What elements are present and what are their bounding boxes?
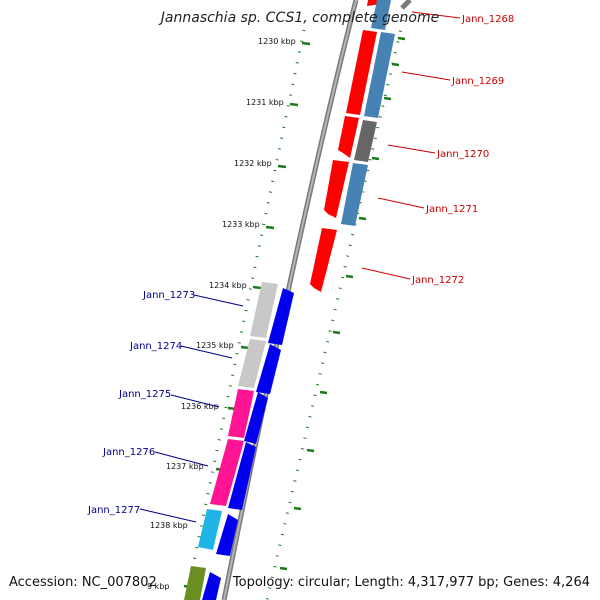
genome-title: Jannaschia sp. CCS1, complete genome <box>160 10 440 26</box>
gene-jann-1274-arrow[interactable] <box>256 344 281 394</box>
kbp-label: 1231 kbp <box>246 98 284 107</box>
kbp-label: 1235 kbp <box>196 341 234 350</box>
gene-jann-1274-body[interactable] <box>238 339 266 388</box>
gene-label-jann-1270[interactable]: Jann_1270 <box>436 149 489 160</box>
gene-jann-1269-body[interactable] <box>364 32 395 118</box>
kbp-major-ticks-right <box>279 36 406 571</box>
gene-jann-1270-body[interactable] <box>354 120 377 162</box>
gene-jann-1277-body[interactable] <box>198 509 222 550</box>
gene-label-jann-1272[interactable]: Jann_1272 <box>411 275 464 286</box>
kbp-label: 1234 kbp <box>209 281 247 290</box>
gene-leaders-right <box>361 11 461 280</box>
gene-label-jann-1271[interactable]: Jann_1271 <box>425 204 478 215</box>
accession-label: Accession: NC_007802 <box>9 575 157 590</box>
gene-leaders-left <box>139 294 244 523</box>
gene-jann-1271-arrow[interactable] <box>324 160 349 218</box>
gene-label-jann-1273[interactable]: Jann_1273 <box>142 290 195 301</box>
topology-label: Topology: circular; Length: 4,317,977 bp… <box>232 575 590 590</box>
gene-jann-1277-arrow[interactable] <box>216 514 238 556</box>
kbp-label: 1233 kbp <box>222 220 260 229</box>
gene-label-jann-1276[interactable]: Jann_1276 <box>102 447 155 458</box>
gene-jann-1268-body[interactable] <box>346 30 377 115</box>
gene-jann-1270-arrow[interactable] <box>338 116 359 158</box>
gene-jann-1275-body[interactable] <box>228 389 254 438</box>
gene-jann-1272-arrow[interactable] <box>310 228 337 292</box>
kbp-tick-track-right <box>265 19 405 600</box>
gene-next-arrow <box>202 572 221 600</box>
gene-label-jann-1268[interactable]: Jann_1268 <box>461 14 514 25</box>
gene-jann-1275-arrow[interactable] <box>244 392 268 444</box>
kbp-label: 1230 kbp <box>258 37 296 46</box>
gene-jann-1273-arrow[interactable] <box>268 288 294 345</box>
gene-label-jann-1269[interactable]: Jann_1269 <box>451 76 504 87</box>
kbp-label: 1232 kbp <box>234 159 272 168</box>
gene-jann-1276-body[interactable] <box>210 439 244 506</box>
gene-jann-1271-body[interactable] <box>341 163 368 226</box>
gene-jann-1273-body[interactable] <box>250 282 278 338</box>
gene-label-jann-1277[interactable]: Jann_1277 <box>87 505 140 516</box>
gene-jann-1276-arrow[interactable] <box>228 442 256 510</box>
genome-backbone-upper <box>400 0 412 10</box>
kbp-label: 1237 kbp <box>166 462 204 471</box>
kbp-label: 1238 kbp <box>150 521 188 530</box>
gene-label-jann-1274[interactable]: Jann_1274 <box>129 341 182 352</box>
kbp-label: 1236 kbp <box>181 402 219 411</box>
gene-next-body <box>184 566 206 600</box>
gene-jann-1268-outer <box>371 0 391 30</box>
kbp-major-ticks-left <box>183 41 311 589</box>
gene-label-jann-1275[interactable]: Jann_1275 <box>118 389 171 400</box>
kbp-label: 9 kbp <box>147 582 169 591</box>
